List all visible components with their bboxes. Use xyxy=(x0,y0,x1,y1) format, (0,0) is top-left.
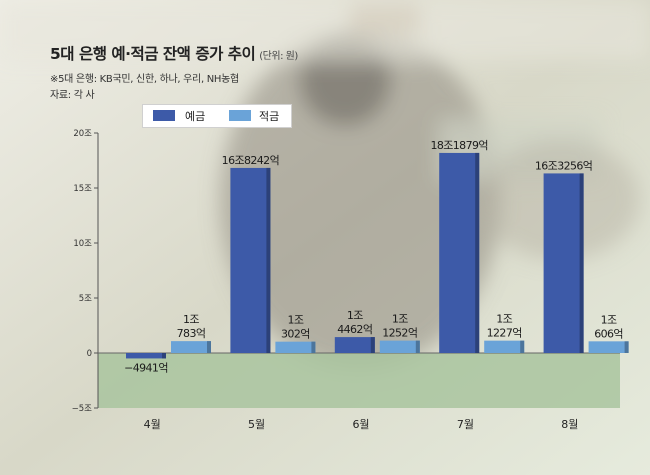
chart-title: 5대 은행 예·적금 잔액 증가 추이 (단위: 원) xyxy=(50,45,298,63)
y-tick-label: −5조 xyxy=(72,404,93,414)
y-tick-label: 5조 xyxy=(79,294,92,304)
data-label-savings: 1조 xyxy=(496,313,512,326)
bar-savings-shade xyxy=(415,340,420,353)
bar-savings xyxy=(588,341,629,353)
legend-swatch-deposit xyxy=(153,110,175,121)
bar-savings xyxy=(379,340,420,353)
bar-savings xyxy=(275,341,316,353)
data-label-savings: 1조 xyxy=(601,313,617,326)
bar-savings-shade xyxy=(520,340,525,353)
bar-savings xyxy=(484,340,525,353)
x-category-label: 5월 xyxy=(248,418,265,431)
data-label-savings: 1227억 xyxy=(487,327,522,340)
x-category-label: 8월 xyxy=(561,418,578,431)
bar-deposit xyxy=(230,167,271,353)
data-label-savings: 1252억 xyxy=(382,327,417,340)
data-label-deposit: 18조1879억 xyxy=(430,139,487,152)
x-category-label: 6월 xyxy=(352,418,369,431)
bar-deposit-shade xyxy=(162,353,166,359)
below-zero-band xyxy=(98,353,620,408)
bar-deposit-shade xyxy=(579,173,584,353)
bar-savings-shade xyxy=(624,341,629,353)
bar-deposit xyxy=(543,173,584,353)
y-tick-label: 0 xyxy=(87,349,92,359)
data-label-savings: 1조 xyxy=(287,314,303,327)
note-source: 자료: 각 사 xyxy=(50,90,95,101)
bar-deposit-shade xyxy=(370,337,375,353)
data-label-savings: 783억 xyxy=(177,327,206,340)
legend-label-savings: 적금 xyxy=(259,110,280,123)
bar-deposit-shade xyxy=(475,152,480,353)
y-tick-label: 20조 xyxy=(73,129,92,139)
data-label-deposit: 4462억 xyxy=(337,323,372,336)
data-label-deposit: 16조8242억 xyxy=(222,154,279,167)
data-label-savings: 606억 xyxy=(594,327,623,340)
y-tick-label: 15조 xyxy=(73,184,92,194)
bar-deposit xyxy=(334,337,375,353)
data-label-savings: 1조 xyxy=(392,313,408,326)
data-label-deposit: 16조3256억 xyxy=(535,159,592,172)
x-category-label: 7월 xyxy=(457,418,474,431)
bar-deposit-shade xyxy=(266,167,271,353)
bar-chart: −5조05조10조15조20조−4941억1조783억4월16조8242억1조3… xyxy=(72,129,629,431)
bar-deposit xyxy=(439,152,480,353)
unit-label: (단위: 원) xyxy=(259,51,298,62)
y-tick-label: 10조 xyxy=(73,239,92,249)
legend-label-deposit: 예금 xyxy=(185,110,206,123)
legend: 예금 적금 xyxy=(142,104,292,128)
legend-swatch-savings xyxy=(229,110,251,121)
bar-deposit xyxy=(126,353,166,359)
x-category-label: 4월 xyxy=(144,418,161,431)
bar-savings xyxy=(171,341,211,353)
bar-savings-shade xyxy=(207,341,211,353)
data-label-deposit: 1조 xyxy=(347,309,363,322)
data-label-deposit: −4941억 xyxy=(124,361,168,374)
note-banks: ※5대 은행: KB국민, 신한, 하나, 우리, NH농협 xyxy=(50,74,239,85)
data-label-savings: 302억 xyxy=(281,328,310,341)
bar-savings-shade xyxy=(311,341,316,353)
data-label-savings: 1조 xyxy=(183,313,199,326)
